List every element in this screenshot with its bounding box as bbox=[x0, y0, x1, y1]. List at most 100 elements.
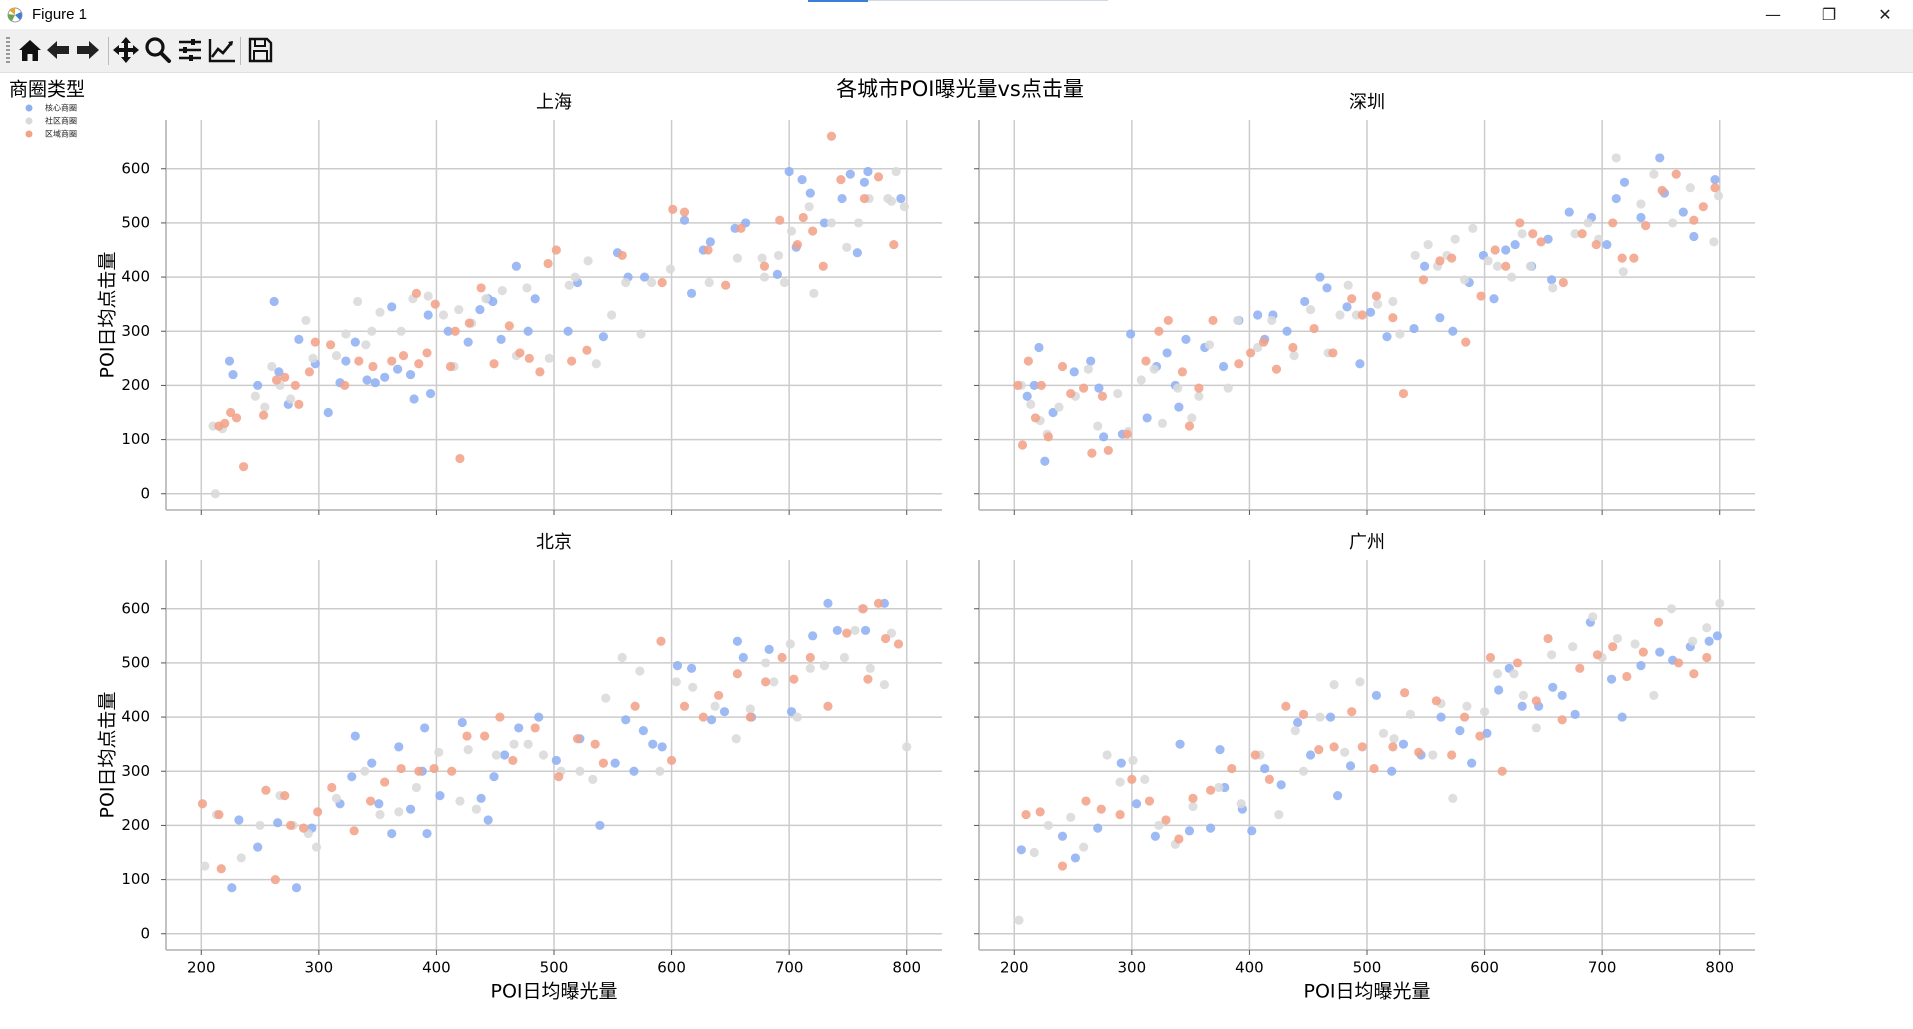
scatter-point bbox=[1575, 663, 1585, 673]
scatter-point bbox=[370, 378, 380, 388]
scatter-point bbox=[515, 348, 525, 358]
scatter-point bbox=[879, 679, 889, 690]
scatter-point bbox=[1365, 307, 1376, 317]
scatter-point bbox=[504, 321, 514, 331]
scatter-point bbox=[308, 353, 318, 363]
scatter-point bbox=[1689, 669, 1699, 679]
scatter-point bbox=[301, 315, 311, 326]
scatter-point bbox=[1497, 766, 1507, 776]
zoom-button[interactable] bbox=[141, 33, 175, 67]
save-button[interactable] bbox=[243, 33, 277, 67]
scatter-point bbox=[1501, 245, 1511, 255]
configure-subplots-button[interactable] bbox=[173, 33, 207, 67]
scatter-point bbox=[672, 661, 683, 671]
scatter-point bbox=[719, 707, 730, 717]
scatter-point bbox=[1264, 774, 1275, 784]
scatter-point bbox=[471, 804, 481, 814]
forward-button[interactable] bbox=[71, 33, 105, 67]
scatter-point bbox=[1548, 682, 1558, 692]
scatter-point bbox=[630, 701, 640, 711]
scatter-point bbox=[1154, 326, 1164, 336]
scatter-point bbox=[591, 359, 601, 369]
scatter-point bbox=[1435, 313, 1445, 323]
scatter-point bbox=[731, 734, 741, 744]
scatter-series bbox=[1021, 617, 1712, 871]
figure-title: 各城市POI曝光量vs点击量 bbox=[836, 77, 1084, 101]
scatter-point bbox=[1447, 253, 1457, 263]
scatter-point bbox=[590, 739, 600, 749]
scatter-point bbox=[1163, 315, 1173, 326]
scatter-point bbox=[563, 326, 573, 336]
minimize-button[interactable]: — bbox=[1765, 5, 1781, 24]
scatter-point bbox=[1546, 275, 1557, 285]
scatter-point bbox=[1043, 432, 1053, 442]
legend-label: 社区商圈 bbox=[45, 116, 77, 126]
scatter-point bbox=[785, 639, 795, 649]
scatter-point bbox=[367, 758, 377, 768]
scatter-point bbox=[1300, 296, 1310, 307]
scatter-point bbox=[1395, 329, 1405, 339]
scatter-point bbox=[1017, 440, 1028, 450]
scatter-point bbox=[396, 326, 406, 336]
scatter-point bbox=[1612, 633, 1623, 644]
scatter-point bbox=[598, 758, 608, 768]
pan-button[interactable] bbox=[109, 33, 143, 67]
scatter-point bbox=[291, 883, 302, 893]
scatter-point bbox=[1115, 809, 1125, 820]
scatter-point bbox=[1066, 812, 1076, 822]
scatter-point bbox=[679, 215, 690, 225]
back-button[interactable] bbox=[41, 33, 75, 67]
scatter-point bbox=[1622, 671, 1632, 682]
scatter-point bbox=[1083, 364, 1093, 374]
scatter-point bbox=[1673, 658, 1684, 668]
scatter-point bbox=[1389, 734, 1399, 744]
save-icon bbox=[248, 37, 273, 63]
maximize-button[interactable]: ❐ bbox=[1821, 5, 1837, 24]
scatter-point bbox=[414, 766, 424, 776]
close-button[interactable]: ✕ bbox=[1878, 5, 1892, 24]
scatter-point bbox=[1246, 348, 1256, 358]
scatter-point bbox=[327, 782, 337, 793]
scatter-point bbox=[1325, 712, 1336, 722]
scatter-point bbox=[819, 218, 830, 228]
scatter-point bbox=[679, 207, 690, 217]
scatter-point bbox=[1618, 267, 1628, 277]
scatter-point bbox=[797, 174, 807, 185]
scatter-point bbox=[1215, 744, 1225, 755]
scatter-point bbox=[280, 791, 290, 801]
scatter-point bbox=[757, 253, 767, 263]
scatter-point bbox=[769, 677, 779, 687]
scatter-point bbox=[197, 799, 208, 809]
scatter-point bbox=[1142, 413, 1152, 423]
scatter-point bbox=[1378, 728, 1389, 738]
home-button[interactable] bbox=[13, 33, 47, 67]
scatter-point bbox=[1258, 337, 1269, 347]
scatter-point bbox=[423, 291, 433, 301]
scatter-point bbox=[886, 196, 897, 206]
legend-label: 核心商圈 bbox=[45, 103, 77, 113]
edit-axes-button[interactable] bbox=[205, 33, 239, 67]
y-tick-label: 100 bbox=[121, 430, 150, 448]
scatter-point bbox=[657, 742, 667, 752]
scatter-point bbox=[1260, 763, 1270, 774]
scatter-point bbox=[1641, 221, 1651, 231]
scatter-point bbox=[1103, 445, 1113, 456]
scatter-point bbox=[1154, 820, 1164, 831]
scatter-point bbox=[362, 375, 372, 385]
scatter-point bbox=[1140, 774, 1150, 784]
scatter-point bbox=[1315, 712, 1325, 722]
scatter-point bbox=[1188, 793, 1198, 803]
scatter-point bbox=[280, 372, 290, 382]
scatter-point bbox=[443, 326, 453, 336]
scatter-point bbox=[1188, 801, 1198, 812]
scatter-point bbox=[832, 625, 842, 636]
scatter-point bbox=[1122, 429, 1132, 439]
scatter-point bbox=[1405, 709, 1416, 719]
scatter-point bbox=[543, 258, 553, 269]
scatter-point bbox=[495, 712, 505, 722]
scatter-point bbox=[1357, 310, 1367, 320]
toolbar-grip[interactable] bbox=[6, 37, 10, 63]
scatter-point bbox=[405, 369, 416, 380]
x-tick-label: 400 bbox=[1235, 959, 1264, 977]
scatter-point bbox=[1485, 652, 1496, 663]
